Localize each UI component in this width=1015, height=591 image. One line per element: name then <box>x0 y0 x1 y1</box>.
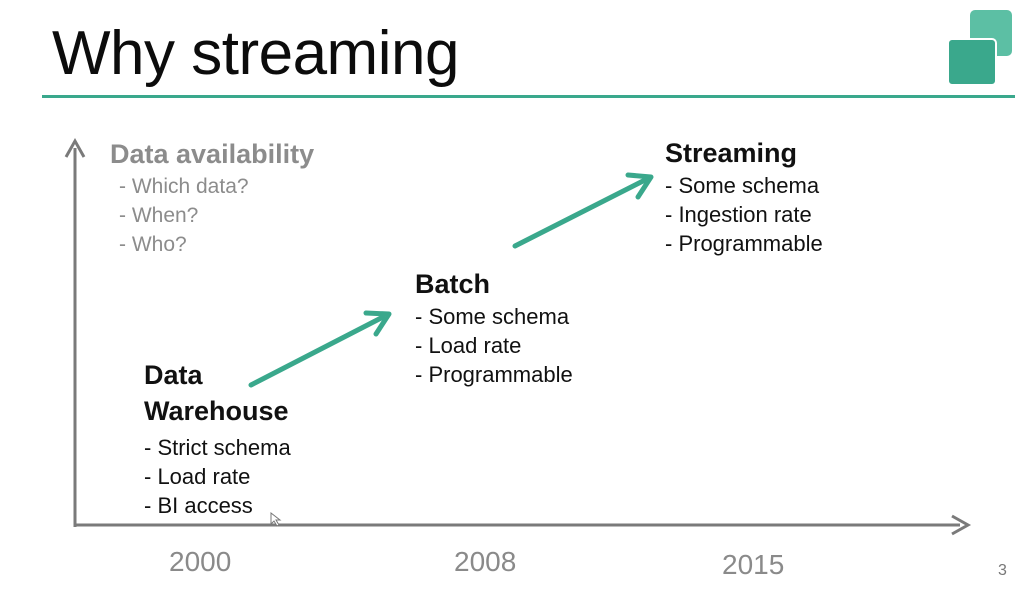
stage-item: - Some schema <box>415 304 570 329</box>
year-label: 2015 <box>722 549 785 580</box>
stage-item: - Programmable <box>415 362 573 387</box>
progress-arrow-batch-to-streaming <box>512 172 654 249</box>
y-axis <box>64 137 86 527</box>
x-axis <box>74 514 972 536</box>
stage-batch: Batch - Some schema - Load rate - Progra… <box>415 266 573 389</box>
year-label: 2008 <box>454 546 517 577</box>
y-axis-label: Data availability - Which data? - When? … <box>110 136 314 259</box>
slide-title: Why streaming <box>52 19 459 88</box>
stage-heading: Warehouse <box>144 396 289 426</box>
y-axis-heading: Data availability <box>110 139 315 169</box>
stage-item: - Load rate <box>144 464 251 489</box>
stage-streaming: Streaming - Some schema - Ingestion rate… <box>665 135 823 258</box>
stage-heading: Streaming <box>665 138 798 168</box>
stage-item: - Strict schema <box>144 435 291 460</box>
progress-arrow-warehouse-to-batch <box>248 310 392 388</box>
page-number: 3 <box>998 562 1007 579</box>
logo <box>944 8 1015 86</box>
title-divider <box>42 95 1015 98</box>
logo-square-front <box>947 38 997 86</box>
stage-item: - Load rate <box>415 333 522 358</box>
stage-item: - Ingestion rate <box>665 202 812 227</box>
stage-item: - Some schema <box>665 173 820 198</box>
y-axis-item: - Which data? <box>119 175 249 198</box>
stage-heading: Batch <box>415 269 491 299</box>
stage-data-warehouse: Data Warehouse - Strict schema - Load ra… <box>144 357 291 520</box>
stage-item: - BI access <box>144 493 253 518</box>
cursor-icon <box>270 511 282 527</box>
year-label: 2000 <box>169 546 232 577</box>
stage-item: - Programmable <box>665 231 823 256</box>
y-axis-item: - When? <box>119 204 199 227</box>
stage-heading: Data <box>144 360 203 390</box>
y-axis-item: - Who? <box>119 233 187 256</box>
